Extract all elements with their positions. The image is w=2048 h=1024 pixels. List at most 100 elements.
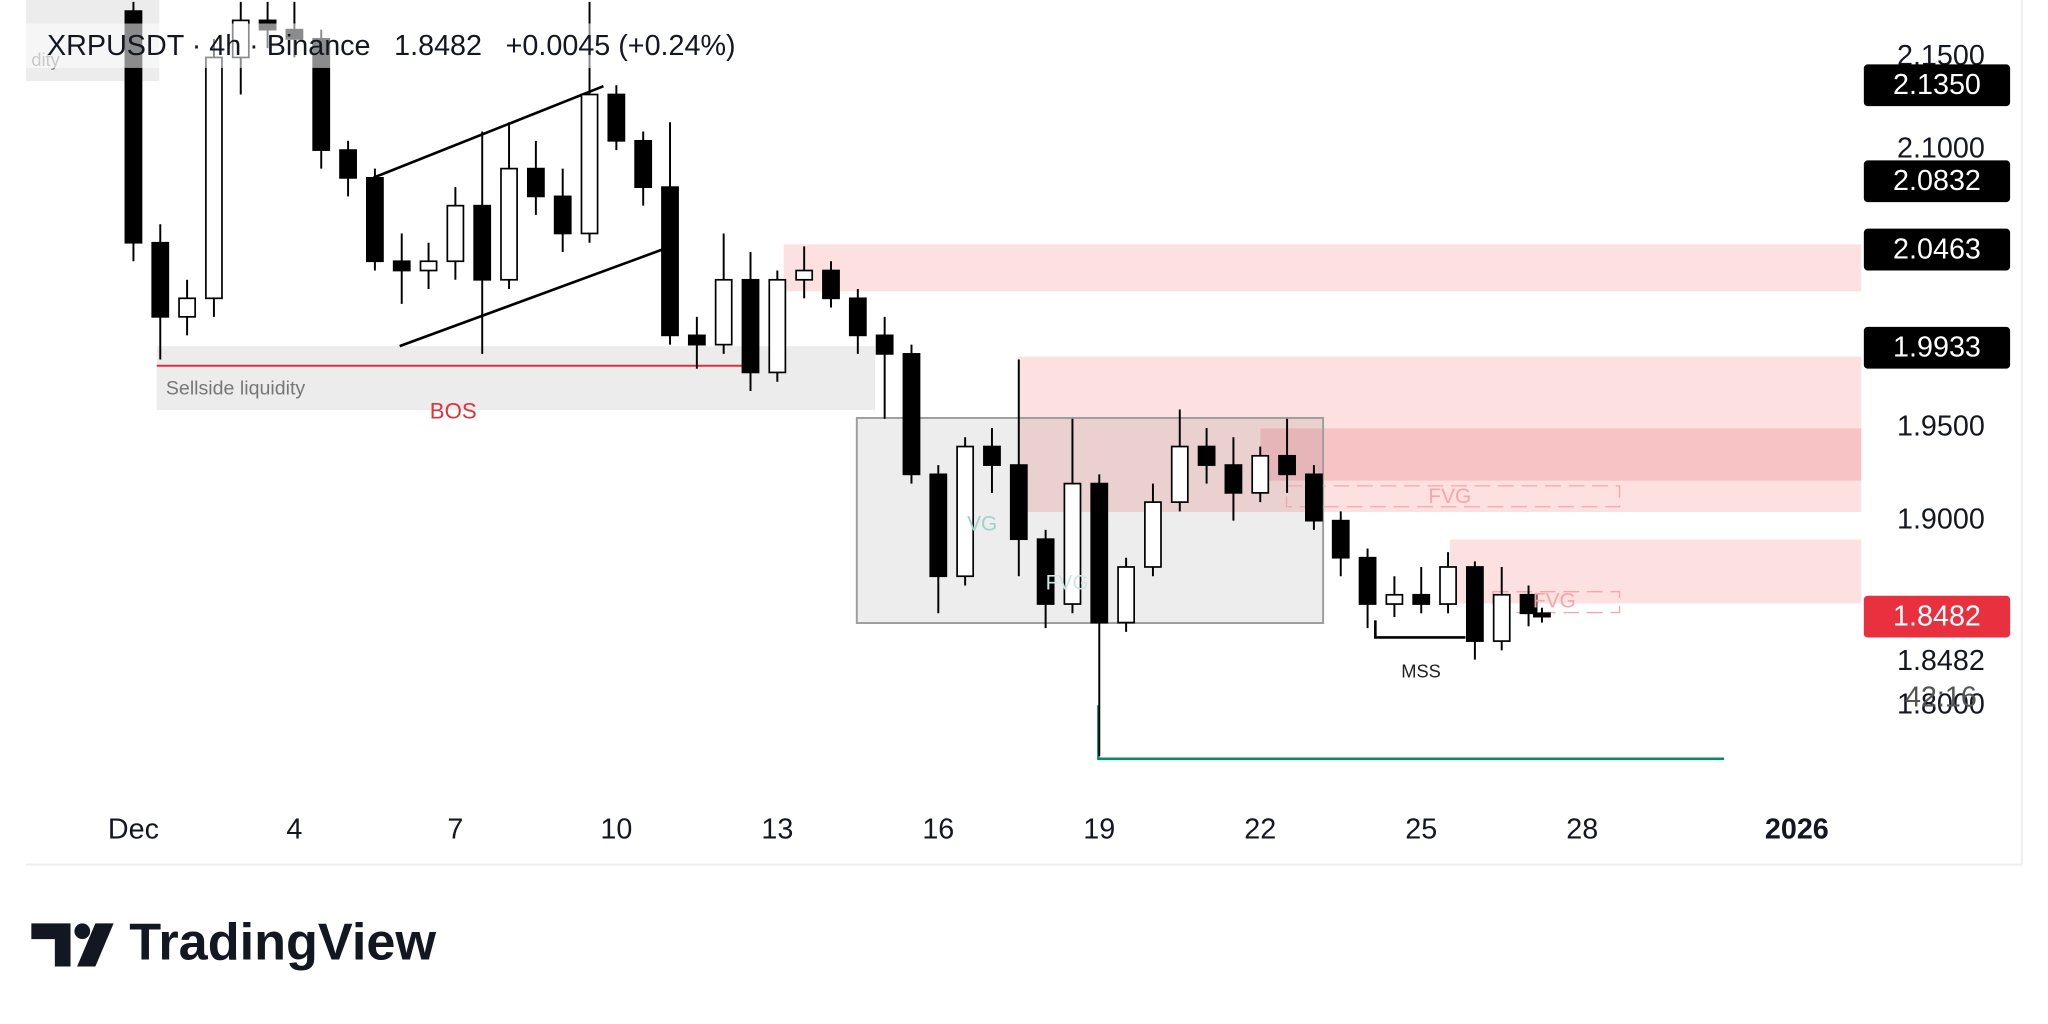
candle-body	[1251, 454, 1270, 494]
candle-body	[768, 278, 787, 374]
annotation: BOS	[430, 399, 477, 424]
price-badge-label: 1.9933	[1893, 332, 1981, 364]
x-tick-label: 10	[600, 813, 632, 845]
price-badge-label: 2.1350	[1893, 69, 1981, 101]
candle-body	[795, 269, 814, 281]
candle-body	[848, 297, 867, 337]
logo-mark	[31, 923, 71, 967]
x-tick-label: 13	[761, 813, 793, 845]
channel-line	[399, 246, 667, 348]
price-badge	[1863, 228, 2011, 271]
header: XRPUSDT · 4h · Binance 1.8482 +0.0045 (+…	[47, 30, 736, 62]
candle-body	[1412, 593, 1431, 605]
candle-body	[929, 473, 948, 578]
change: +0.0045 (+0.24%)	[506, 30, 736, 62]
x-tick-label: 28	[1566, 813, 1598, 845]
candle-body	[580, 93, 599, 235]
candle-body	[526, 167, 545, 198]
candle-body	[1170, 445, 1189, 503]
candle-body	[500, 167, 518, 281]
candle-body	[1385, 593, 1404, 605]
y-tick-label: 1.9000	[1897, 503, 1985, 535]
price-badge-label: 2.0463	[1893, 233, 1981, 265]
candle-body	[151, 241, 170, 318]
supply-zone	[1260, 428, 1862, 481]
x-tick-label: 7	[447, 813, 463, 845]
x-tick-label: 22	[1244, 813, 1276, 845]
brand: TradingView	[129, 913, 436, 971]
price: 1.8482	[394, 30, 482, 62]
candle-body	[1465, 566, 1484, 642]
candle-body	[473, 204, 492, 281]
candle-body	[1009, 464, 1028, 541]
annotation: VG	[967, 513, 997, 536]
candle-body	[1519, 593, 1538, 615]
last-price-text: 1.8482	[1897, 645, 1985, 677]
header-bg	[26, 23, 810, 68]
y-tick-label: 1.8000	[1897, 689, 1985, 721]
candle-body	[661, 186, 679, 337]
annotation: Sellside liquidity	[166, 377, 306, 399]
candle-body	[1492, 593, 1511, 642]
symbol: XRPUSDT · 4h · Binance	[47, 30, 370, 62]
candle-body	[446, 204, 465, 263]
candle-body	[714, 278, 733, 346]
x-tick-label: 25	[1405, 813, 1437, 845]
candle-body	[553, 195, 572, 235]
candle-body	[124, 10, 143, 244]
candle-body	[741, 278, 760, 374]
candle-body	[1197, 445, 1216, 466]
x-tick-label: 2026	[1765, 813, 1829, 845]
candle-body	[956, 445, 975, 578]
candle-body	[634, 139, 653, 188]
candle-body	[419, 260, 438, 272]
candle-body	[902, 353, 921, 476]
candle-body	[1036, 538, 1055, 605]
candle-body	[178, 297, 196, 318]
low-line	[1097, 705, 1725, 761]
candle-body	[1305, 473, 1323, 522]
candle-body	[1090, 482, 1109, 624]
logo-mark	[77, 923, 114, 967]
annotation: FVG	[1428, 485, 1471, 508]
candle-body	[983, 445, 1001, 466]
candle-body	[1439, 566, 1457, 605]
x-tick-label: 16	[922, 813, 954, 845]
price-badge	[1863, 160, 2011, 203]
candle-body	[205, 56, 223, 300]
price-badge	[1863, 326, 2011, 369]
candle-body	[392, 260, 411, 272]
candle-body	[1117, 566, 1136, 624]
price-badge-label: 2.0832	[1893, 165, 1981, 197]
logo: TradingView	[31, 913, 436, 971]
candle-body	[1358, 556, 1377, 605]
channel-line	[373, 84, 604, 179]
last-price-badge-label: 1.8482	[1893, 601, 1981, 633]
logo-mark	[74, 923, 91, 940]
mss-line	[1374, 620, 1466, 639]
candle-body	[339, 149, 357, 179]
fvg-box	[1285, 485, 1621, 508]
candle-body	[875, 334, 894, 355]
range-box	[855, 416, 1325, 624]
candle-body	[1533, 612, 1551, 618]
candle-body	[687, 334, 706, 346]
x-tick-label: Dec	[108, 813, 159, 845]
annotation: MSS	[1401, 660, 1441, 681]
candle-body	[366, 177, 384, 263]
y-tick-label: 2.1000	[1897, 133, 1985, 165]
candle-body	[822, 269, 840, 300]
candle-body	[1224, 464, 1243, 494]
annotation: FVG	[1046, 571, 1089, 594]
supply-zone	[1449, 539, 1862, 604]
candle-body	[607, 93, 626, 142]
x-tick-label: 4	[286, 813, 302, 845]
last-price-badge	[1863, 595, 2011, 638]
candle-body	[1331, 519, 1350, 559]
axes: Dec 4 7 10 13 16 19 22 25 28 20262.15002.10001.950…	[108, 40, 2011, 845]
price-badge	[1863, 64, 2011, 107]
candles	[124, 1, 1551, 756]
supply-zone	[783, 244, 1862, 292]
